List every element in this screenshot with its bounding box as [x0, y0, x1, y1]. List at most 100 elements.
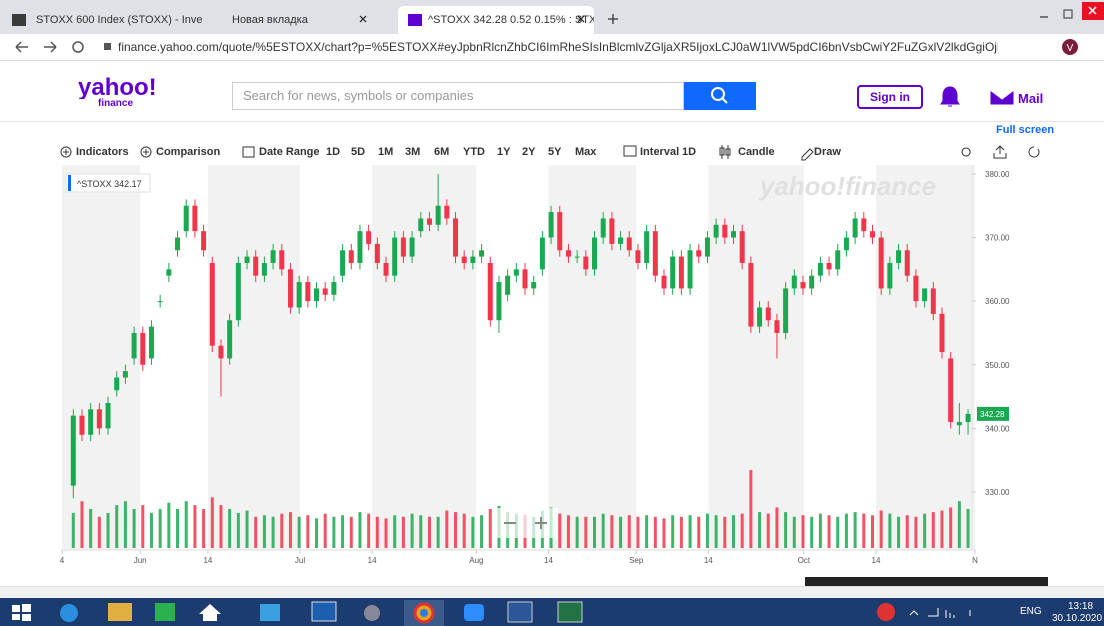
- volume-bar: [671, 515, 675, 548]
- volume-bar: [332, 516, 336, 548]
- clock-time[interactable]: 13:18: [1068, 601, 1094, 612]
- toolbar-item[interactable]: Comparison: [156, 146, 221, 158]
- toolbar-item[interactable]: 1Y: [497, 146, 511, 158]
- icon: [15, 41, 57, 53]
- avatar-bg[interactable]: [1062, 39, 1078, 55]
- url[interactable]: finance.yahoo.com/quote/%5ESTOXX/chart?p…: [118, 40, 998, 54]
- search-button[interactable]: [684, 82, 756, 110]
- app-icon[interactable]: [199, 604, 221, 621]
- candle-body: [122, 371, 128, 378]
- volume-bar: [262, 515, 266, 548]
- app-icon[interactable]: [155, 603, 175, 621]
- mail[interactable]: Mail: [1018, 91, 1044, 106]
- toolbar-item[interactable]: 3M: [405, 146, 421, 158]
- candle-body: [157, 301, 163, 303]
- app-icon[interactable]: [60, 604, 78, 622]
- toolbar-item[interactable]: 1M: [378, 146, 394, 158]
- toolbar-item[interactable]: 5Y: [548, 146, 562, 158]
- candle-body: [479, 250, 485, 257]
- candle-body: [253, 256, 259, 276]
- search-input[interactable]: Search for news, symbols or companies: [232, 82, 684, 110]
- watermark: yahoo!finance: [758, 171, 936, 201]
- shade-band: [548, 165, 637, 550]
- candle-body: [374, 243, 380, 263]
- volume-bar: [566, 515, 570, 548]
- mail-icon[interactable]: [989, 89, 1015, 106]
- candle-body: [600, 218, 606, 238]
- volume-bar: [853, 512, 857, 548]
- bell-icon[interactable]: [940, 86, 960, 107]
- logo[interactable]: yahoo!: [78, 77, 157, 99]
- toolbar-item[interactable]: Draw: [814, 146, 841, 158]
- volume-bar: [323, 513, 327, 548]
- volume-bar: [610, 515, 614, 548]
- toolbar-item[interactable]: 1D: [326, 146, 341, 158]
- x-tick-label: Jun: [134, 556, 147, 565]
- x-tick-label: Sep: [629, 556, 644, 565]
- volume-bar: [818, 513, 822, 548]
- candle-body: [592, 237, 598, 270]
- volume-bar: [193, 505, 197, 548]
- volume-bar: [184, 501, 188, 548]
- toolbar-item[interactable]: 1D: [682, 146, 697, 158]
- lang[interactable]: ENG: [1020, 606, 1042, 617]
- candle-body: [661, 275, 667, 289]
- volume-bar: [714, 515, 718, 548]
- app-icon[interactable]: [507, 601, 533, 623]
- icon: [623, 145, 637, 157]
- candle-body: [869, 231, 875, 238]
- volume-bar: [723, 516, 727, 548]
- sign-in[interactable]: Sign in: [857, 85, 923, 109]
- app-icon[interactable]: [464, 604, 484, 621]
- volume-bar: [558, 513, 562, 548]
- search-icon: [711, 87, 728, 104]
- candle-body: [470, 256, 476, 263]
- candle-body: [392, 237, 398, 276]
- clock-date[interactable]: 30.10.2020: [1052, 613, 1103, 624]
- volume-bar: [931, 512, 935, 548]
- volume-bar: [288, 512, 292, 548]
- app-icon[interactable]: [260, 604, 280, 621]
- full-screen[interactable]: Full screen: [996, 124, 1055, 136]
- toolbar-item[interactable]: 2Y: [522, 146, 536, 158]
- volume-bar: [141, 505, 145, 548]
- tab[interactable]: Новая вкладка: [204, 6, 394, 34]
- legend-swatch: [68, 175, 71, 191]
- candle-body: [574, 256, 580, 258]
- volume-bar: [115, 505, 119, 548]
- toolbar-item[interactable]: Max: [575, 146, 597, 158]
- tab-active[interactable]: ^STOXX 342.28 0.52 0.15% : STX: [398, 6, 594, 34]
- candle-body: [461, 256, 467, 263]
- icon: [143, 149, 149, 155]
- app-icon[interactable]: [364, 605, 380, 621]
- toolbar-item[interactable]: 6M: [434, 146, 450, 158]
- volume-bar: [897, 516, 901, 548]
- app-icon[interactable]: [108, 603, 132, 621]
- candle-body: [175, 237, 181, 251]
- toolbar-item[interactable]: Indicators: [76, 146, 129, 158]
- tray-icon[interactable]: [877, 603, 895, 621]
- zoom-controls[interactable]: [494, 508, 558, 538]
- app-icon[interactable]: [557, 601, 583, 623]
- toolbar-item[interactable]: YTD: [463, 146, 485, 158]
- candle-body: [244, 256, 250, 263]
- candle-body: [348, 250, 354, 263]
- scrollbar[interactable]: [0, 586, 1104, 599]
- candle-body: [557, 212, 563, 251]
- toolbar-item[interactable]: 5D: [351, 146, 366, 158]
- volume-bar: [679, 516, 683, 548]
- toolbar-item[interactable]: Interval: [640, 146, 680, 158]
- tray-icon[interactable]: [909, 608, 971, 618]
- volume-bar: [697, 516, 701, 548]
- tab[interactable]: STOXX 600 Index (STOXX) - Inve: [6, 6, 202, 34]
- app-icon[interactable]: [311, 601, 337, 622]
- volume-bar: [601, 513, 605, 548]
- volume-bar: [306, 515, 310, 548]
- start-button[interactable]: [12, 604, 31, 621]
- candle-body: [279, 250, 285, 270]
- toolbar-item[interactable]: Candle: [738, 146, 775, 158]
- candle-body: [227, 320, 233, 359]
- icon: [104, 43, 111, 50]
- toolbar-item[interactable]: Date Range: [259, 146, 320, 158]
